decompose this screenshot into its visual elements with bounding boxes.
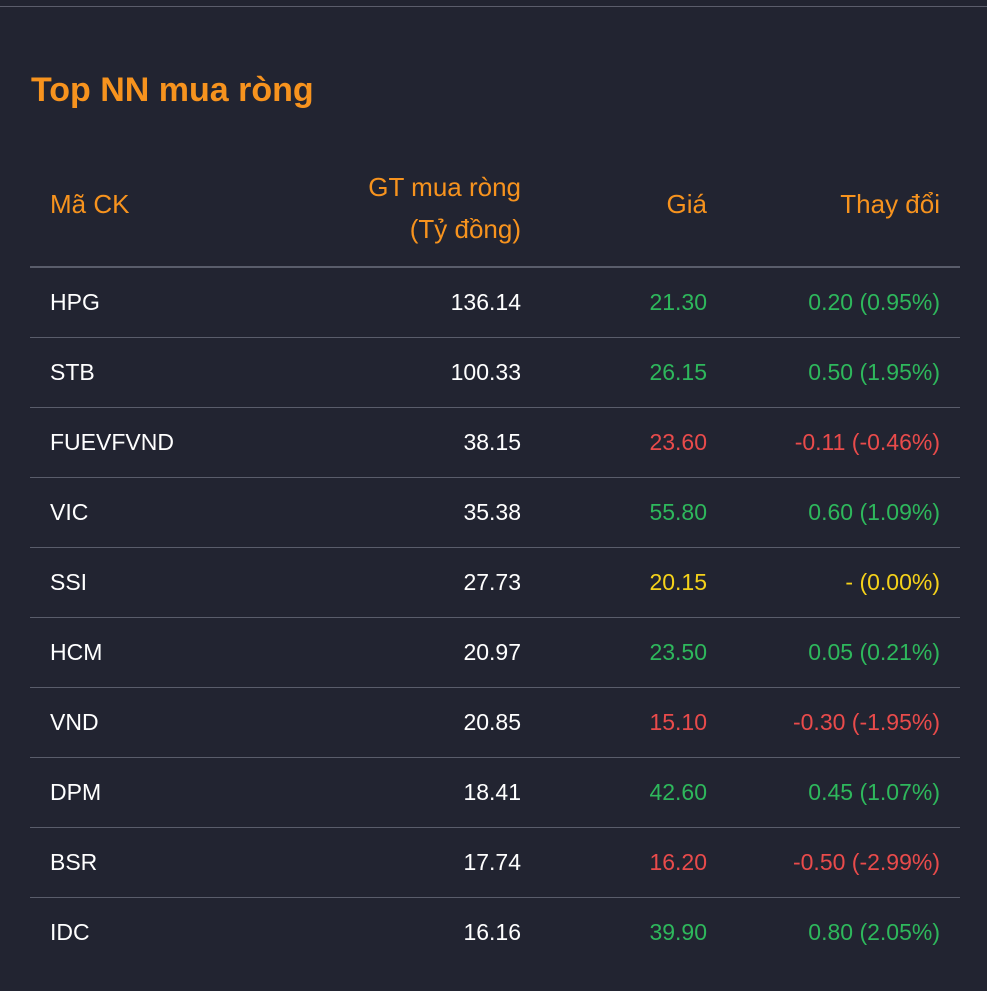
row-change: 0.45 (1.07%) <box>808 779 940 805</box>
table-row[interactable]: STB 100.33 26.15 0.50 (1.95%) <box>30 338 960 408</box>
row-change: 0.80 (2.05%) <box>808 919 940 945</box>
row-change: -0.11 (-0.46%) <box>794 429 940 455</box>
row-net-value: 136.14 <box>450 289 521 315</box>
row-change: 0.05 (0.21%) <box>808 639 940 665</box>
row-price: 39.90 <box>649 919 707 945</box>
table-row[interactable]: HPG 136.14 21.30 0.20 (0.95%) <box>30 268 960 338</box>
row-code[interactable]: SSI <box>50 569 88 595</box>
row-code[interactable]: VND <box>50 709 99 735</box>
row-net-value: 20.97 <box>463 639 521 665</box>
table-row[interactable]: BSR 17.74 16.20 -0.50 (-2.99%) <box>30 828 960 898</box>
row-code[interactable]: STB <box>50 359 95 385</box>
row-price: 42.60 <box>649 779 707 805</box>
header-net-value-line1: GT mua ròng <box>368 172 521 202</box>
table-body: HPG 136.14 21.30 0.20 (0.95%) STB 100.33 26.15… <box>30 268 960 967</box>
row-net-value: 38.15 <box>463 429 521 455</box>
row-net-value: 18.41 <box>463 779 521 805</box>
row-price: 26.15 <box>649 359 707 385</box>
table-row[interactable]: VND 20.85 15.10 -0.30 (-1.95%) <box>30 688 960 758</box>
row-change: 0.20 (0.95%) <box>808 289 940 315</box>
table-row[interactable]: FUEVFVND 38.15 23.60 -0.11 (-0.46%) <box>30 408 960 478</box>
row-code[interactable]: HCM <box>50 639 103 665</box>
row-price: 21.30 <box>649 289 707 315</box>
header-code[interactable]: Mã CK <box>50 189 130 219</box>
row-change: 0.60 (1.09%) <box>808 499 940 525</box>
table-row[interactable]: VIC 35.38 55.80 0.60 (1.09%) <box>30 478 960 548</box>
table-row[interactable]: DPM 18.41 42.60 0.45 (1.07%) <box>30 758 960 828</box>
net-buy-table: Mã CK GT mua ròng (Tỷ đồng) Giá Thay đổi… <box>30 156 960 967</box>
row-code[interactable]: BSR <box>50 849 98 875</box>
table-row[interactable]: IDC 16.16 39.90 0.80 (2.05%) <box>30 898 960 967</box>
row-change: - (0.00%) <box>845 569 940 595</box>
row-change: -0.30 (-1.95%) <box>792 709 940 735</box>
row-price: 55.80 <box>649 499 707 525</box>
row-net-value: 27.73 <box>463 569 521 595</box>
table-row[interactable]: HCM 20.97 23.50 0.05 (0.21%) <box>30 618 960 688</box>
row-code[interactable]: IDC <box>50 919 90 945</box>
top-divider <box>0 6 987 7</box>
row-price: 23.60 <box>649 429 707 455</box>
row-net-value: 35.38 <box>463 499 521 525</box>
header-change[interactable]: Thay đổi <box>840 189 940 219</box>
row-net-value: 20.85 <box>463 709 521 735</box>
row-price: 20.15 <box>649 569 707 595</box>
row-change: 0.50 (1.95%) <box>808 359 940 385</box>
table-header: Mã CK GT mua ròng (Tỷ đồng) Giá Thay đổi <box>30 156 960 268</box>
row-code[interactable]: DPM <box>50 779 102 805</box>
header-net-value-line2: (Tỷ đồng) <box>409 214 521 244</box>
row-price: 15.10 <box>649 709 707 735</box>
widget-title: Top NN mua ròng <box>31 71 314 109</box>
row-net-value: 100.33 <box>450 359 521 385</box>
row-net-value: 17.74 <box>463 849 521 875</box>
row-code[interactable]: VIC <box>50 499 89 525</box>
header-net-value[interactable]: GT mua ròng (Tỷ đồng) <box>368 166 521 250</box>
header-price[interactable]: Giá <box>666 189 707 219</box>
table-row[interactable]: SSI 27.73 20.15 - (0.00%) <box>30 548 960 618</box>
row-code[interactable]: HPG <box>50 289 100 315</box>
row-price: 23.50 <box>649 639 707 665</box>
row-change: -0.50 (-2.99%) <box>792 849 940 875</box>
row-price: 16.20 <box>649 849 707 875</box>
row-net-value: 16.16 <box>463 919 521 945</box>
row-code[interactable]: FUEVFVND <box>50 429 174 455</box>
